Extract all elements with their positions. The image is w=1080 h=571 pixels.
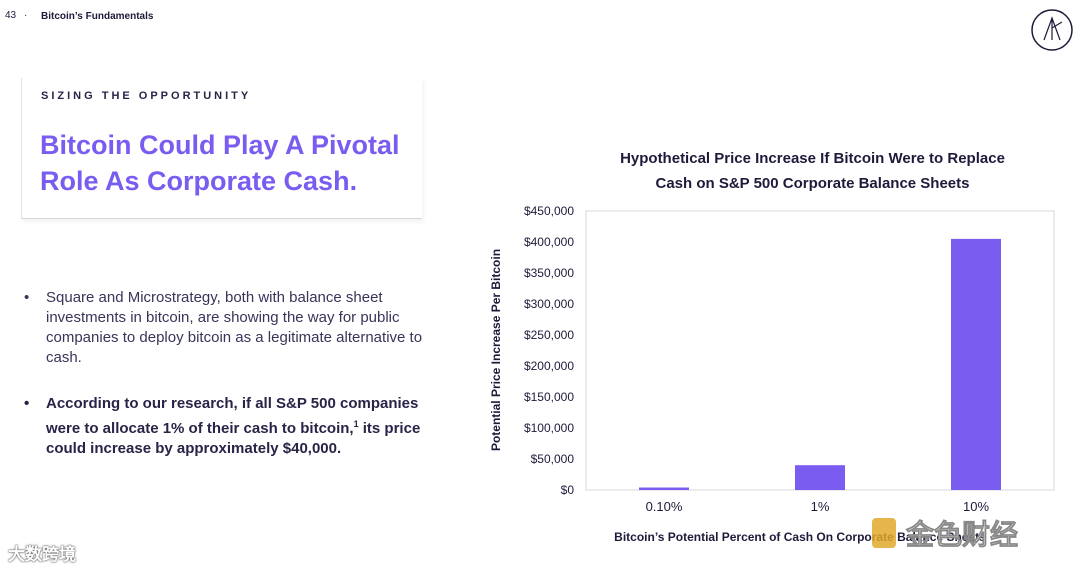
x-tick-label: 1% (811, 499, 830, 514)
bullet-item: • According to our research, if all S&P … (24, 394, 444, 459)
bullet-text: According to our research, if all S&P 50… (46, 395, 419, 437)
bar-1 (795, 465, 845, 490)
y-tick-label: $400,000 (524, 235, 574, 249)
y-tick-label: $50,000 (531, 452, 575, 466)
header-separator: · (24, 10, 28, 21)
watermark-right: 金色财经 (872, 518, 1018, 551)
y-tick-label: $0 (561, 483, 575, 497)
title-card (21, 78, 422, 219)
chart-title-line-1: Hypothetical Price Increase If Bitcoin W… (620, 150, 1005, 167)
bullet-text-cont: its price could increase by approximatel… (46, 420, 421, 457)
y-tick-label: $300,000 (524, 297, 574, 311)
y-tick-label: $350,000 (524, 266, 574, 280)
ark-logo-icon (1031, 9, 1073, 51)
bullet-text: Square and Microstrategy, both with bala… (46, 289, 423, 366)
section-title: Bitcoin’s Fundamentals (41, 11, 154, 22)
chart-title: Hypothetical Price Increase If Bitcoin W… (590, 146, 1035, 196)
bullet-dot-icon: • (24, 289, 30, 306)
headline: Bitcoin Could Play A Pivotal Role As Cor… (40, 127, 460, 199)
footnote-marker: 1 (353, 419, 359, 429)
bullet-item: • Square and Microstrategy, both with ba… (24, 288, 444, 368)
chart-title-line-2: Cash on S&P 500 Corporate Balance Sheets (655, 175, 970, 192)
watermark-right-text: 金色财经 (905, 518, 1018, 551)
watermark-left: 大数跨境 (8, 545, 76, 564)
headline-line-1: Bitcoin Could Play A Pivotal (40, 130, 400, 160)
headline-line-2: Role As Corporate Cash. (40, 166, 358, 196)
y-tick-label: $100,000 (524, 421, 574, 435)
bar-10 (951, 238, 1001, 490)
watermark-logo-icon (872, 518, 896, 548)
y-axis-label: Potential Price Increase Per Bitcoin (489, 249, 503, 451)
y-tick-label: $150,000 (524, 390, 574, 404)
y-tick-label: $200,000 (524, 359, 574, 373)
page-number: 43 (5, 10, 17, 21)
bullet-dot-icon: • (24, 395, 30, 412)
y-tick-label: $250,000 (524, 328, 574, 342)
bar-010 (639, 487, 689, 490)
bar-chart: $0 $50,000 $100,000 $150,000 $200,000 $250,00… (489, 204, 1055, 544)
kicker: SIZING THE OPPORTUNITY (41, 90, 252, 102)
x-tick-label: 0.10% (646, 499, 683, 514)
y-tick-label: $450,000 (524, 204, 574, 218)
bullet-list: • Square and Microstrategy, both with ba… (24, 288, 444, 485)
x-tick-label: 10% (963, 499, 989, 514)
